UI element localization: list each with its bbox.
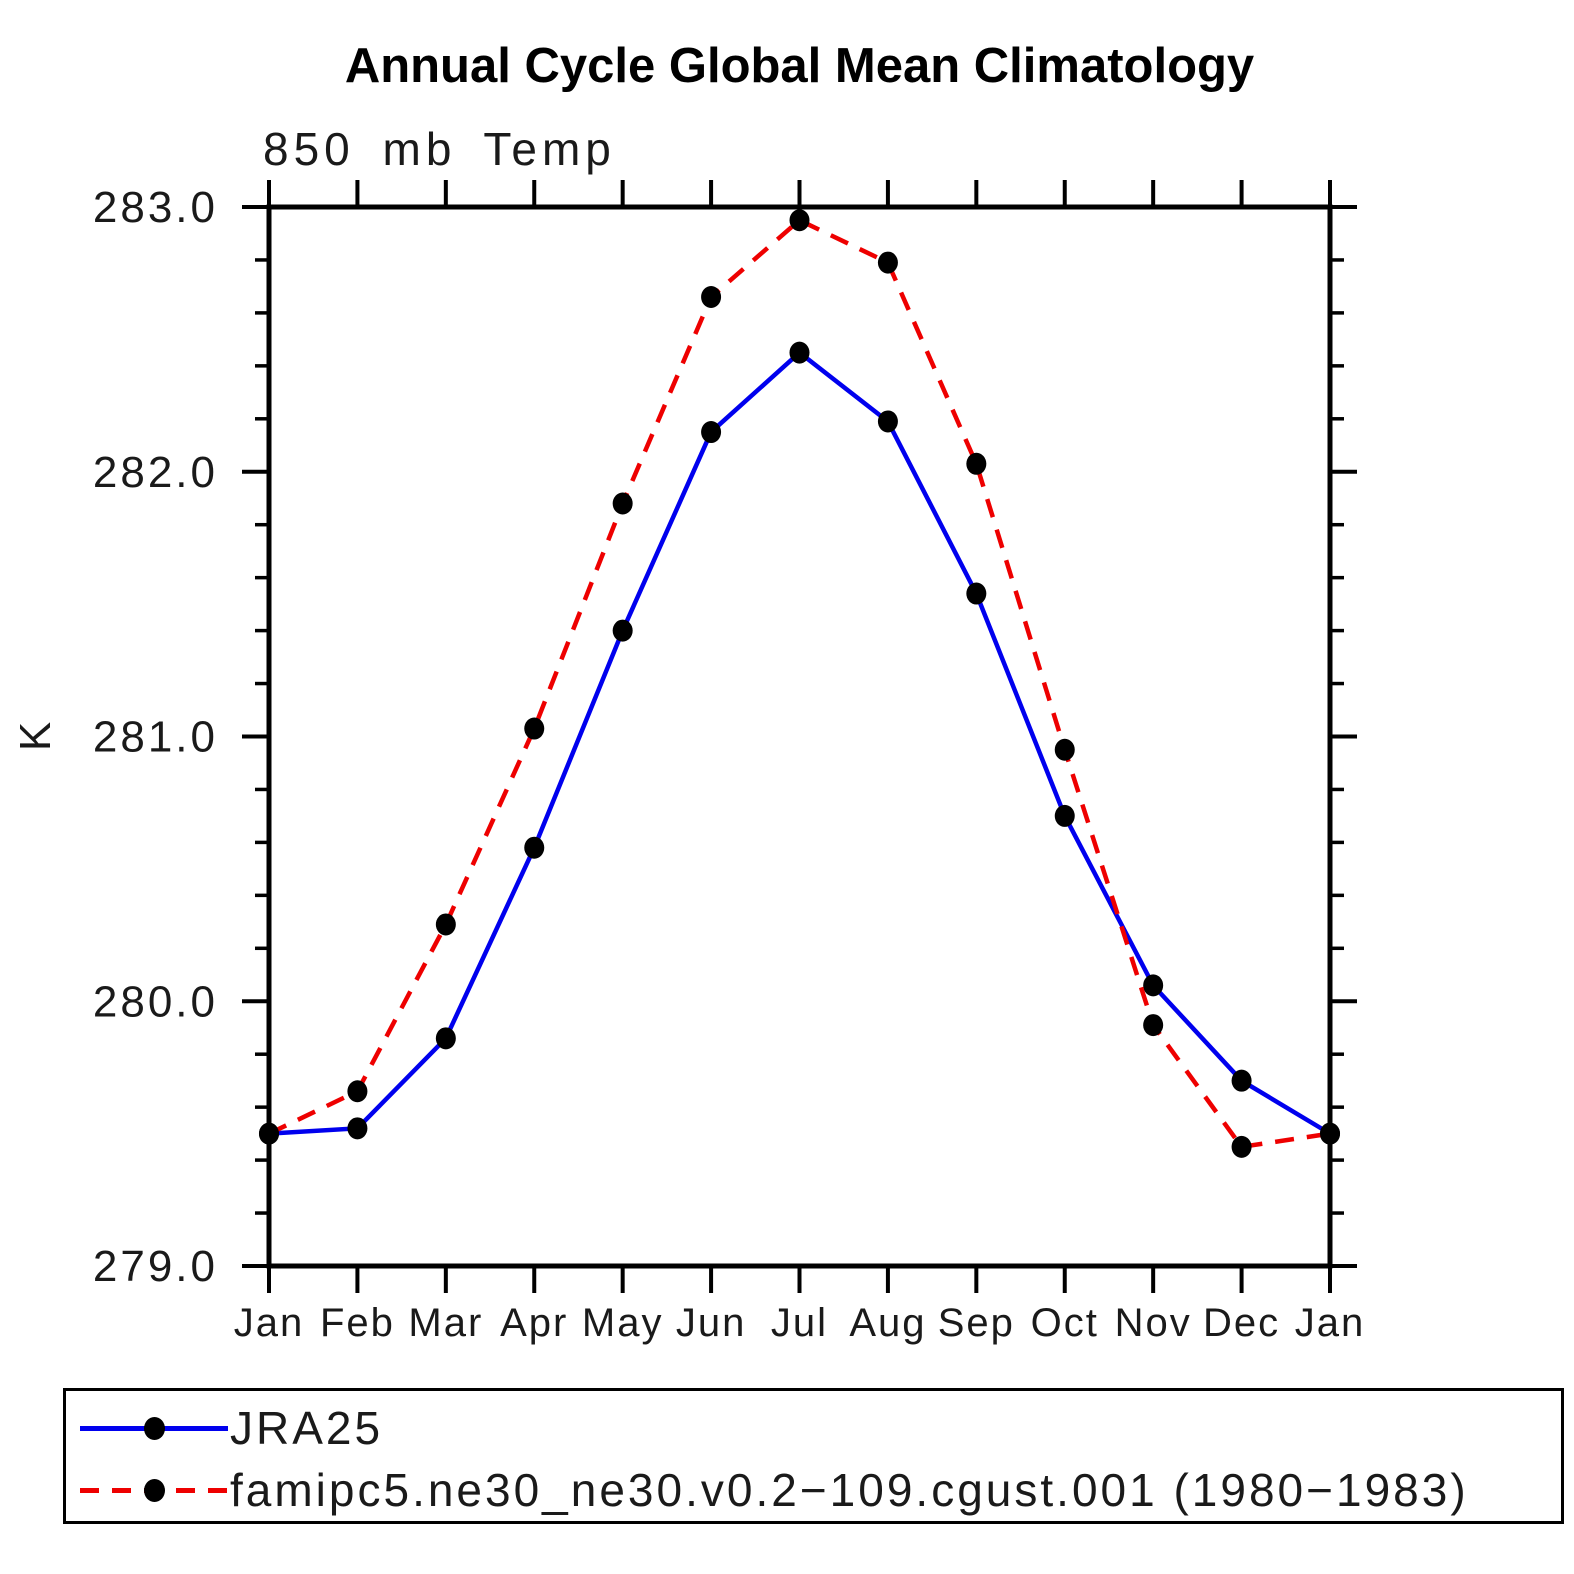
x-tick-label: Aug [849,1301,926,1345]
data-point-marker [1143,974,1164,997]
x-tick-label: Jul [771,1301,828,1345]
x-tick-label: May [582,1301,664,1345]
x-tick-label: Oct [1031,1301,1099,1345]
series-famipc5 [259,209,1340,1158]
marker-dot-icon [144,1417,165,1440]
x-tick-label: Jan [1295,1301,1366,1345]
y-tick-label: 281.0 [93,713,218,762]
legend-item-jra25: JRA25 [80,1402,383,1454]
legend-label: famipc5.ne30_ne30.v0.2−109.cgust.001 (19… [230,1464,1469,1516]
marker-dot-icon [144,1479,165,1502]
data-point-marker [259,1122,279,1145]
legend-box: JRA25 famipc5.ne30_ne30.v0.2−109.cgust.0… [63,1388,1564,1524]
x-tick-label: Mar [408,1301,483,1345]
x-tick-label: Jan [234,1301,305,1345]
x-tick-label: Apr [500,1301,568,1345]
data-point-marker [701,286,722,309]
data-point-marker [877,410,898,433]
data-point-marker [1231,1069,1252,1092]
series-jra25 [259,341,1340,1145]
data-point-marker [524,717,545,740]
x-tick-label: Jun [676,1301,747,1345]
data-point-marker [1054,738,1075,761]
data-point-marker [966,452,987,475]
data-point-marker [347,1117,368,1140]
plot-frame [266,204,1333,1269]
legend-item-famipc5: famipc5.ne30_ne30.v0.2−109.cgust.001 (19… [80,1464,1469,1516]
data-point-marker [1231,1135,1252,1158]
data-point-marker [789,209,810,232]
chart-subtitle: 850 mb Temp [263,123,616,175]
data-point-marker [701,421,722,444]
y-tick-label: 283.0 [93,183,218,232]
data-point-marker [435,1027,456,1050]
legend-swatch-solid [80,1416,228,1440]
y-axis-title: K [11,722,60,751]
x-tick-label: Sep [938,1301,1015,1345]
data-point-marker [524,836,545,859]
data-point-marker [1143,1014,1164,1037]
series-line [268,349,1332,1136]
data-point-marker [435,913,456,936]
data-point-marker [966,582,987,605]
x-tick-label: Dec [1203,1301,1280,1345]
axis-labels: 283.0 282.0 281.0 280.0 279.0 Jan Feb Mar Apr May… [11,183,1366,1345]
y-tick-label: 279.0 [93,1242,218,1291]
legend-label: JRA25 [230,1402,384,1454]
chart-title: Annual Cycle Global Mean Climatology [344,39,1255,93]
data-point-marker [612,492,633,515]
y-tick-label: 282.0 [93,448,218,497]
y-tick-label: 280.0 [93,977,218,1026]
data-point-marker [347,1080,368,1103]
x-tick-label: Feb [320,1301,395,1345]
data-point-marker [877,251,898,274]
data-point-marker [1320,1122,1340,1145]
x-tick-label: Nov [1115,1301,1192,1345]
data-point-marker [1054,804,1075,827]
legend-swatch-dashed [80,1478,228,1502]
data-point-marker [789,341,810,364]
data-point-marker [612,619,633,642]
